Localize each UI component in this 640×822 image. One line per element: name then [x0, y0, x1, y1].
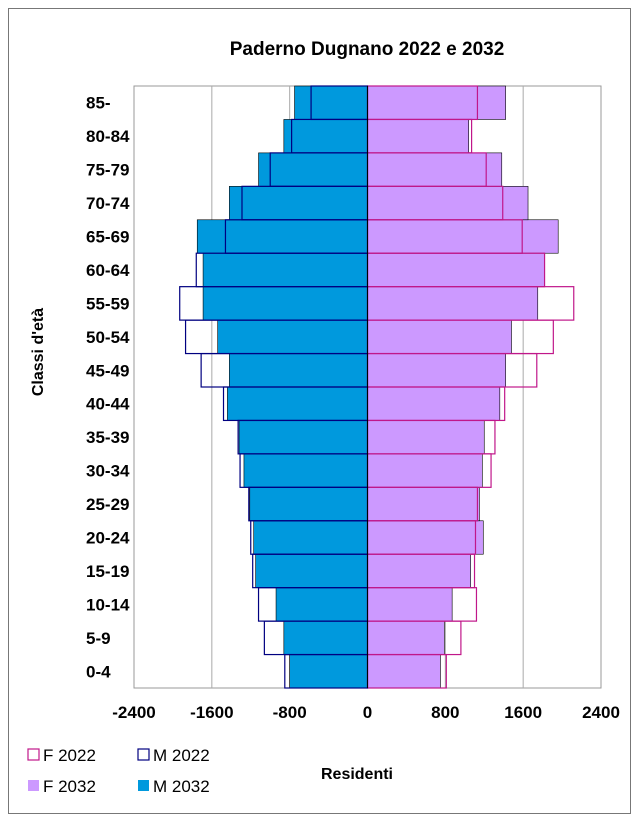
- x-tick-label: 800: [431, 703, 459, 722]
- bar-f-2032-70-74: [367, 186, 529, 221]
- y-tick-label: 70-74: [86, 194, 130, 213]
- bar-m-2032-15-19: [255, 553, 368, 588]
- bar-f-2032-30-34: [367, 453, 483, 488]
- bar-m-2032-0-4: [289, 654, 368, 689]
- legend-label: M 2032: [153, 777, 210, 796]
- bar-m-2032-5-9: [283, 620, 368, 655]
- bar-m-2032-60-64: [202, 252, 368, 287]
- bar-f-2032-60-64: [367, 252, 545, 287]
- bar-m-2032-25-29: [249, 487, 368, 522]
- bar-m-2032-20-24: [253, 520, 368, 555]
- y-tick-label: 80-84: [86, 127, 130, 146]
- x-tick-label: 2400: [582, 703, 620, 722]
- y-tick-label: 65-69: [86, 228, 129, 247]
- bar-f-2032-20-24: [367, 520, 484, 555]
- legend-swatch: [137, 748, 150, 761]
- y-tick-label: 0-4: [86, 662, 111, 681]
- y-tick-label: 50-54: [86, 328, 130, 347]
- legend-label: F 2022: [43, 746, 96, 765]
- y-tick-label: 20-24: [86, 529, 130, 548]
- bar-f-2032-85-: [367, 85, 506, 120]
- bar-m-2032-45-49: [229, 353, 368, 388]
- bar-m-2032-65-69: [196, 219, 368, 254]
- y-tick-label: 30-34: [86, 462, 130, 481]
- y-tick-label: 5-9: [86, 629, 111, 648]
- bar-f-2032-80-84: [367, 119, 469, 154]
- y-axis-label: Classi d'età: [30, 308, 47, 396]
- legend: F 2022 M 2022 F 2032 M 2032: [27, 746, 210, 796]
- y-tick-label: 15-19: [86, 562, 129, 581]
- bar-f-2032-50-54: [367, 319, 512, 354]
- y-tick-label: 85-: [86, 94, 111, 113]
- x-tick-label: -1600: [190, 703, 233, 722]
- x-tick-label: 1600: [504, 703, 542, 722]
- legend-swatch: [27, 748, 40, 761]
- x-tick-label: -2400: [112, 703, 155, 722]
- x-tick-label: -800: [273, 703, 307, 722]
- bar-m-2032-80-84: [283, 119, 368, 154]
- bar-f-2032-10-14: [367, 587, 453, 622]
- y-tick-label: 35-39: [86, 428, 129, 447]
- legend-label: F 2032: [43, 777, 96, 796]
- y-tick-label: 10-14: [86, 595, 130, 614]
- y-tick-label: 25-29: [86, 495, 129, 514]
- bar-f-2032-0-4: [367, 654, 441, 689]
- y-tick-label: 45-49: [86, 361, 129, 380]
- bar-m-2032-30-34: [243, 453, 368, 488]
- bar-f-2032-5-9: [367, 620, 445, 655]
- bar-m-2032-70-74: [229, 186, 368, 221]
- legend-swatch: [138, 780, 149, 791]
- bar-f-2032-25-29: [367, 487, 480, 522]
- y-tick-label: 40-44: [86, 395, 130, 414]
- bar-m-2032-35-39: [238, 420, 368, 455]
- bar-m-2032-55-59: [202, 286, 368, 321]
- x-tick-label: 0: [363, 703, 372, 722]
- y-tick-label: 75-79: [86, 161, 129, 180]
- bar-f-2032-55-59: [367, 286, 539, 321]
- bar-f-2032-65-69: [367, 219, 559, 254]
- bar-f-2032-35-39: [367, 420, 485, 455]
- bar-f-2032-45-49: [367, 353, 506, 388]
- bar-m-2032-10-14: [275, 587, 368, 622]
- bar-m-2032-85-: [294, 85, 368, 120]
- bar-m-2032-50-54: [217, 319, 368, 354]
- chart-title: Paderno Dugnano 2022 e 2032: [230, 39, 505, 60]
- bar-m-2032-40-44: [227, 386, 368, 421]
- y-tick-label: 60-64: [86, 261, 130, 280]
- legend-swatch: [28, 780, 39, 791]
- y-tick-label: 55-59: [86, 294, 129, 313]
- bar-f-2032-15-19: [367, 553, 471, 588]
- bar-f-2032-40-44: [367, 386, 501, 421]
- legend-label: M 2022: [153, 746, 210, 765]
- bar-m-2032-75-79: [258, 152, 368, 187]
- x-axis-label: Residenti: [321, 766, 393, 783]
- bar-f-2032-75-79: [367, 152, 503, 187]
